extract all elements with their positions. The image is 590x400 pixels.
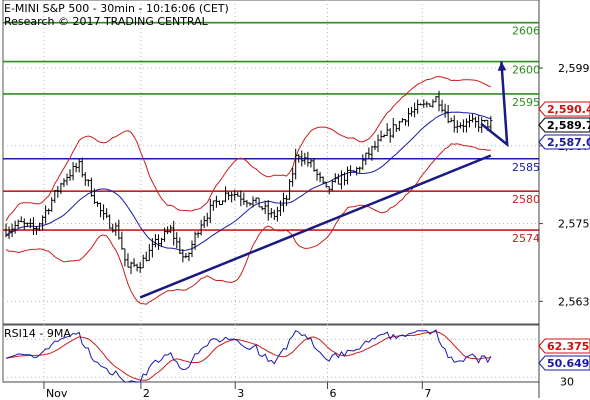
- time-tick-label: Nov: [46, 387, 68, 400]
- price-tag-last-box: [538, 117, 590, 133]
- support-trendline: [139, 154, 492, 299]
- rsi-layer: [3, 329, 539, 383]
- price-tick-label: 2,599: [558, 62, 590, 75]
- projection-arrowhead: [497, 61, 507, 71]
- rsi-tag-ma-text: 62.3758: [547, 340, 590, 353]
- bollinger-lower: [5, 143, 491, 305]
- time-tick-label: 2: [143, 387, 150, 400]
- bollinger-upper: [5, 76, 492, 222]
- rsi-tag-value-text: 50.6496: [547, 357, 590, 370]
- price-tag-last-text: 2,589.75: [547, 119, 590, 132]
- price-tag-lower-box: [538, 134, 590, 150]
- rsi-tick-label: 30: [560, 375, 574, 388]
- time-tick-label: 6: [329, 387, 336, 400]
- rsi-ma-line: [5, 331, 491, 381]
- price-tick-label: 2,563: [558, 295, 590, 308]
- price-tags-layer: 2,590.44 2,589.75 2,587.06 62.3758 50.6496: [538, 101, 590, 371]
- rsi-label: RSI14 - 9MA: [4, 327, 71, 340]
- rsi-tag-ma-box: [538, 338, 590, 354]
- price-tag-last: 2,589.75: [538, 117, 590, 133]
- trend-layer: [139, 61, 509, 299]
- level-label-2580: 2580: [512, 193, 540, 206]
- level-label-2574: 2574: [512, 232, 540, 245]
- level-label-2595: 2595: [512, 96, 540, 109]
- price-tag-upper: 2,590.44: [538, 101, 590, 117]
- grid-layer: [3, 0, 539, 382]
- rsi-pane-frame: [2, 324, 540, 383]
- level-label-2606: 2606: [512, 25, 540, 38]
- projection-path: [480, 61, 509, 148]
- chart-title: E-MINI S&P 500 - 30min - 10:16:06 (CET): [4, 2, 229, 15]
- price-tick-label: 2,575: [558, 218, 590, 231]
- indicator-layer: [5, 76, 492, 305]
- moving-average: [5, 111, 491, 251]
- time-tick-label: 7: [424, 387, 431, 400]
- price-tag-lower: 2,587.06: [538, 134, 590, 150]
- price-tag-upper-box: [538, 101, 590, 117]
- level-label-2585: 2585: [512, 161, 540, 174]
- rsi-tag-value-box: [538, 355, 590, 371]
- rsi-tag-ma: 62.3758: [538, 338, 590, 354]
- ohlc-bars-layer: [4, 90, 493, 275]
- time-tick-label: 3: [237, 387, 244, 400]
- price-tag-lower-text: 2,587.06: [547, 136, 590, 149]
- rsi-line: [5, 329, 492, 383]
- level-label-2600: 2600: [512, 64, 540, 77]
- price-tag-upper-text: 2,590.44: [547, 103, 590, 116]
- chart-subtitle: Research © 2017 TRADING CENTRAL: [4, 15, 209, 28]
- price-pane-frame: [2, 0, 540, 325]
- rsi-tag-value: 50.6496: [538, 355, 590, 371]
- levels-layer: 2606 2600 2595 2585 2580 2574: [3, 21, 540, 245]
